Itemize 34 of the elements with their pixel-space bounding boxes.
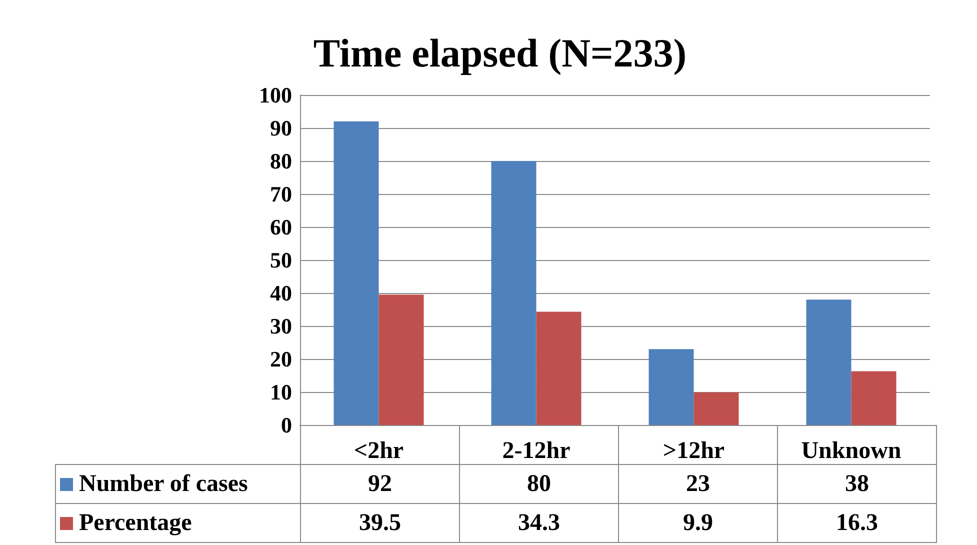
y-tick-label: 40 (270, 280, 292, 306)
y-tick-label: 20 (270, 346, 292, 372)
bar (378, 294, 424, 425)
bar (648, 349, 694, 425)
x-tick-label: Unknown (801, 438, 902, 464)
data-label: 23 (618, 464, 778, 504)
y-tick-label: 10 (270, 380, 292, 404)
data-label: 16.3 (778, 504, 936, 542)
data-label: 38 (778, 464, 936, 504)
x-tick-label: 2-12hr (502, 438, 571, 464)
x-tick-label: <2hr (354, 438, 404, 464)
x-tick-label: >12hr (662, 438, 725, 464)
bar (334, 121, 379, 425)
data-label: 34.3 (460, 504, 618, 542)
y-tick-label: 30 (270, 314, 292, 338)
y-tick-label: 0 (281, 412, 292, 438)
bar (806, 300, 852, 425)
y-tick-label: 70 (270, 182, 292, 206)
y-tick-label: 50 (270, 248, 292, 272)
legend-label: Percentage (56, 504, 300, 542)
y-tick-label: 100 (259, 82, 292, 108)
y-tick-label: 60 (270, 214, 292, 240)
bar (694, 392, 739, 425)
bar (536, 312, 582, 425)
y-tick-label: 80 (270, 148, 292, 174)
data-label: 80 (460, 464, 618, 504)
bar (491, 161, 536, 425)
legend-label: Number of cases (56, 464, 300, 504)
data-label: 92 (300, 464, 460, 504)
data-label: 9.9 (618, 504, 778, 542)
bar (851, 371, 896, 425)
data-label: 39.5 (300, 504, 460, 542)
chart-title: Time elapsed (N=233) (313, 30, 687, 76)
y-tick-label: 90 (270, 116, 292, 140)
